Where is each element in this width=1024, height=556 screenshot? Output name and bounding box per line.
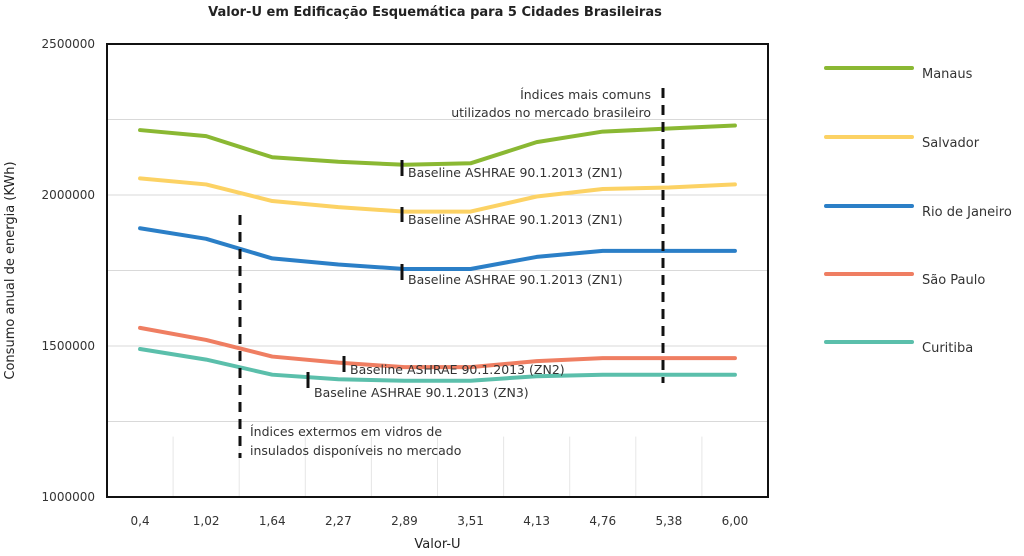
y-tick-label: 1000000 [42,490,95,504]
x-tick-label: 5,38 [655,514,682,528]
chart-title: Valor-U em Edificação Esquemática para 5… [208,5,662,20]
legend-label: Rio de Janeiro [922,205,1012,220]
annotation-label: Baseline ASHRAE 90.1.2013 (ZN1) [408,272,623,287]
plot-border [106,43,769,498]
series-line [138,123,737,167]
x-tick-label: 4,76 [589,514,616,528]
annotation-label: Índices extermos em vidros de insulados d… [250,424,461,458]
legend: Manaus Salvador Rio de Janeiro São Paulo Cur… [824,66,1012,356]
plot-frame [106,43,769,498]
x-tick-label: 3,51 [457,514,484,528]
y-tick-label: 2500000 [42,37,95,51]
x-tick-label: 2,27 [325,514,352,528]
annotations: Índices mais comuns utilizados no mercado… [238,87,665,458]
legend-label: Curitiba [922,341,973,356]
annotation-label: Baseline ASHRAE 90.1.2013 (ZN2) [350,362,565,377]
x-tick-label: 2,89 [391,514,418,528]
annotation-label: Baseline ASHRAE 90.1.2013 (ZN1) [408,212,623,227]
annotation-label: Baseline ASHRAE 90.1.2013 (ZN1) [408,165,623,180]
y-tick-labels: 1000000 1500000 2000000 2500000 [42,37,95,504]
series-line [138,176,737,214]
legend-label: Manaus [922,67,973,82]
series-lines [138,123,737,383]
x-tick-label: 1,64 [259,514,286,528]
x-axis-title: Valor-U [414,537,460,552]
x-tick-label: 6,00 [722,514,749,528]
x-tick-label: 0,4 [131,514,150,528]
x-tick-label: 4,13 [523,514,550,528]
series-line [138,226,737,271]
legend-label: Salvador [922,136,980,151]
legend-label: São Paulo [922,273,985,288]
annotation-label: Índices mais comuns utilizados no mercado… [451,87,651,120]
y-axis-title: Consumo anual de energia (KWh) [3,161,18,379]
annotation-label: Baseline ASHRAE 90.1.2013 (ZN3) [314,385,529,400]
x-tick-labels: 0,4 1,02 1,64 2,27 2,89 3,51 4,13 4,76 5,38 6,00 [131,514,749,528]
x-tick-label: 1,02 [193,514,220,528]
series-line [138,347,737,383]
y-tick-label: 2000000 [42,188,95,202]
series-line [138,325,737,370]
y-tick-label: 1500000 [42,339,95,353]
